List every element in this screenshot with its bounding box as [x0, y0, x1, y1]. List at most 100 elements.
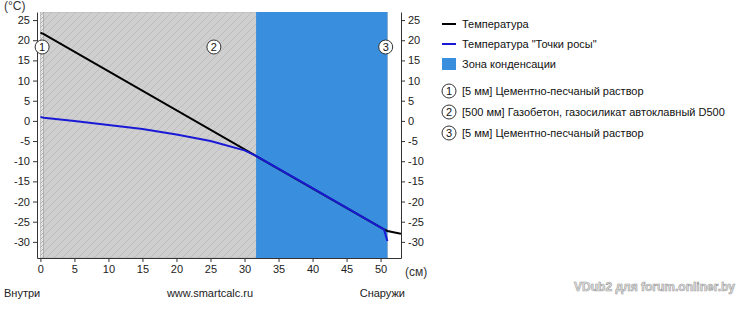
tick-label: 50 — [375, 263, 387, 275]
tick: 0 — [401, 115, 414, 127]
tick: 20 — [18, 34, 37, 46]
annotation: Снаружи — [360, 287, 405, 299]
tick: 10 — [103, 258, 115, 275]
tick-label: 5 — [24, 95, 30, 107]
watermark: VDub2 для forum.onliner.by — [574, 280, 735, 294]
tick-mark — [401, 141, 405, 142]
axis: 2520151050-5-10-15-20-25-30 — [401, 13, 424, 259]
tick-mark — [401, 101, 405, 102]
tick-mark — [279, 258, 280, 262]
tick-label: 0 — [24, 115, 30, 127]
tick: 25 — [401, 14, 420, 26]
tick: 25 — [205, 258, 217, 275]
tick-label: -5 — [408, 135, 418, 147]
tick-mark — [33, 242, 37, 243]
tick-label: 5 — [408, 95, 414, 107]
tick-label: 15 — [137, 263, 149, 275]
x-axis-title: (см) — [405, 265, 427, 279]
plot-area — [40, 12, 401, 258]
tick-mark — [74, 258, 75, 262]
legend-number: 2 — [446, 106, 452, 118]
tick: 30 — [239, 258, 251, 275]
axis: 0 5 10 15 20 25 30 35 40 45 50 — [38, 258, 402, 275]
tick: -5 — [20, 135, 37, 147]
tick-label: 0 — [38, 263, 44, 275]
tick-mark — [33, 20, 37, 21]
tick-label: -25 — [408, 216, 424, 228]
tick-label: 25 — [18, 14, 30, 26]
layer-marker — [35, 40, 49, 54]
legend-number: 1 — [446, 85, 452, 97]
tick-label: -5 — [20, 135, 30, 147]
tick: 10 — [18, 75, 37, 87]
tick-mark — [381, 258, 382, 262]
tick: -5 — [401, 135, 418, 147]
tick-mark — [33, 60, 37, 61]
tick-mark — [401, 60, 405, 61]
tick: 35 — [273, 258, 285, 275]
tick-mark — [401, 20, 405, 21]
layer-marker — [379, 40, 393, 54]
annotation: Внутри — [4, 287, 40, 299]
tick-label: 10 — [18, 75, 30, 87]
tick-label: 30 — [239, 263, 251, 275]
legend-swatch — [442, 23, 456, 25]
tick-label: 35 — [273, 263, 285, 275]
tick: 5 — [401, 95, 414, 107]
tick: -10 — [401, 155, 424, 167]
tick-label: 20 — [18, 34, 30, 46]
tick-mark — [401, 40, 405, 41]
tick-label: -10 — [14, 155, 30, 167]
tick-label: -25 — [14, 216, 30, 228]
tick-mark — [33, 181, 37, 182]
tick: 0 — [24, 115, 37, 127]
tick-mark — [245, 258, 246, 262]
tick-label: 5 — [72, 263, 78, 275]
tick-mark — [33, 121, 37, 122]
legend-swatch — [442, 58, 456, 70]
tick-mark — [401, 161, 405, 162]
tick-mark — [176, 258, 177, 262]
layer-marker — [207, 40, 221, 54]
tick: 50 — [375, 258, 387, 275]
series-line — [40, 33, 401, 234]
axis-line — [401, 13, 402, 259]
legend-swatch — [442, 84, 456, 98]
tick-label: 20 — [408, 34, 420, 46]
tick-label: 25 — [205, 263, 217, 275]
legend-label: [5 мм] Цементно-песчаный раствор — [462, 85, 644, 97]
tick-label: -15 — [408, 175, 424, 187]
layer-number: 3 — [383, 41, 389, 53]
tick-label: -20 — [408, 196, 424, 208]
tick: 15 — [401, 54, 420, 66]
tick: 45 — [341, 258, 353, 275]
layer-number: 2 — [211, 41, 217, 53]
tick: 15 — [18, 54, 37, 66]
chart: 2520151050-5-10-15-20-25-302520151050-5-… — [0, 0, 745, 310]
tick: 15 — [137, 258, 149, 275]
tick: -25 — [401, 216, 424, 228]
legend-label: Зона конденсации — [462, 58, 556, 70]
tick: -30 — [14, 236, 37, 248]
tick-label: 45 — [341, 263, 353, 275]
tick-label: -20 — [14, 196, 30, 208]
tick: 25 — [18, 14, 37, 26]
tick-mark — [401, 181, 405, 182]
series-line — [40, 117, 387, 241]
annotation: www.smartcalc.ru — [166, 287, 253, 299]
tick: -15 — [14, 175, 37, 187]
legend-label: Температура — [462, 18, 530, 30]
tick: 40 — [307, 258, 319, 275]
tick-mark — [313, 258, 314, 262]
tick-label: -30 — [408, 236, 424, 248]
tick-label: 10 — [103, 263, 115, 275]
tick-label: 15 — [18, 54, 30, 66]
tick: 20 — [401, 34, 420, 46]
tick-mark — [33, 81, 37, 82]
tick-label: 40 — [307, 263, 319, 275]
legend-label: [500 мм] Газобетон, газосиликат автоклав… — [462, 106, 725, 118]
legend-swatch — [442, 43, 456, 45]
tick: 20 — [171, 258, 183, 275]
tick-mark — [108, 258, 109, 262]
tick-mark — [210, 258, 211, 262]
